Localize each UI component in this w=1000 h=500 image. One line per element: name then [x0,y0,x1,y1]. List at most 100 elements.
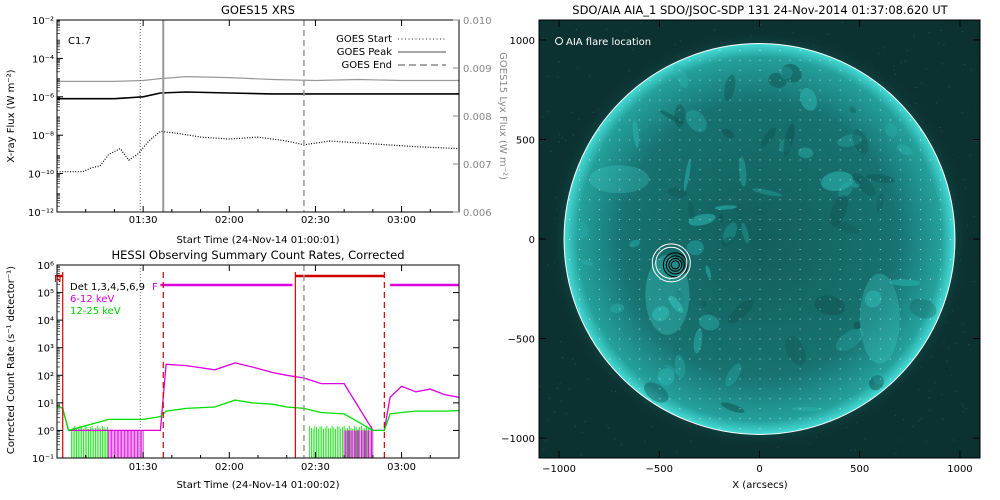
aia-noise-pixel [955,444,957,446]
aia-grid-dot [759,149,761,151]
aia-grid-dot [939,199,941,201]
aia-grid-dot [759,328,761,330]
aia-grid-dot [919,129,921,131]
aia-grid-dot [829,239,831,240]
aia-noise-pixel [946,360,948,362]
aia-grid-dot [809,99,811,101]
aia-grid-dot [739,149,741,151]
aia-grid-dot [579,209,581,211]
aia-grid-dot [719,219,721,221]
aia-noise-pixel [939,44,941,45]
aia-grid-dot [839,79,841,81]
aia-grid-dot [779,209,781,211]
aia-grid-dot [859,109,861,111]
aia-noise-pixel [788,21,789,23]
aia-grid-dot [859,89,861,91]
aia-grid-dot [749,219,751,221]
aia-grid-dot [719,398,721,400]
aia-grid-dot [719,408,721,410]
aia-grid-dot [689,119,691,121]
aia-grid-dot [599,338,601,340]
aia-grid-dot [839,388,841,390]
aia-grid-dot [709,318,711,320]
aia-noise-pixel [598,71,600,73]
aia-grid-dot [609,338,611,340]
aia-grid-dot [699,99,701,101]
aia-noise-pixel [906,406,908,408]
aia-grid-dot [879,258,881,260]
aia-grid-dot [799,189,801,191]
aia-grid-dot [689,318,691,320]
aia-grid-dot [899,358,901,360]
aia-disk-feature [721,128,735,139]
aia-grid-dot [899,258,901,260]
aia-grid-dot [769,298,771,300]
aia-grid-dot [649,398,651,400]
aia-grid-dot [789,318,791,320]
aia-grid-dot [849,99,851,101]
aia-noise-pixel [558,141,560,143]
aia-grid-dot [779,428,781,430]
goes-x-tick-label: 02:00 [215,215,244,226]
aia-noise-pixel [928,397,930,399]
aia-grid-dot [849,278,851,280]
aia-noise-pixel [962,411,964,413]
aia-grid-dot [889,298,891,300]
aia-grid-dot [859,179,861,181]
aia-grid-dot [779,368,781,370]
aia-noise-pixel [942,63,944,65]
aia-grid-dot [879,139,881,141]
aia-grid-dot [689,219,691,221]
aia-grid-dot [799,99,801,101]
aia-grid-dot [839,408,841,410]
aia-grid-dot [669,159,671,161]
aia-grid-dot [729,119,731,121]
aia-noise-pixel [540,141,542,143]
aia-grid-dot [819,258,821,260]
aia-grid-dot [639,288,641,290]
aia-grid-dot [659,278,661,280]
hessi-flare-flag: F [152,282,158,293]
aia-noise-pixel [924,78,926,79]
aia-flare-contour [655,246,688,279]
aia-grid-dot [679,219,681,221]
aia-grid-dot [639,89,641,91]
aia-grid-dot [889,318,891,320]
aia-grid-dot [929,258,931,260]
hessi-y-tick-label: 10² [37,371,54,382]
aia-noise-pixel [921,82,923,84]
aia-grid-dot [809,398,811,400]
aia-grid-dot [579,308,581,310]
aia-grid-dot [749,159,751,161]
aia-grid-dot [789,79,791,81]
aia-noise-pixel [801,24,803,26]
aia-grid-dot [679,348,681,350]
aia-grid-dot [909,219,911,221]
aia-grid-dot [879,318,881,320]
aia-grid-dot [719,79,721,81]
aia-disk-feature [853,321,861,330]
aia-grid-dot [619,109,621,111]
aia-grid-dot [789,338,791,340]
goes-y-axis-label: X-ray Flux (W m⁻²) [6,69,17,162]
aia-grid-dot [719,428,721,430]
aia-disk-feature [723,222,737,243]
aia-grid-dot [639,139,641,141]
aia-grid-dot [819,229,821,230]
aia-grid-dot [879,368,881,370]
aia-flare-contour [670,260,680,270]
aia-grid-dot [699,249,701,250]
aia-grid-dot [669,119,671,121]
goes-y-tick-label: 10⁻⁸ [32,131,54,142]
aia-noise-pixel [548,419,550,421]
aia-grid-dot [619,258,621,260]
aia-grid-dot [769,278,771,280]
aia-grid-dot [929,219,931,221]
aia-noise-pixel [676,451,678,453]
aia-noise-pixel [977,103,979,105]
aia-noise-pixel [584,421,586,422]
aia-grid-dot [719,358,721,360]
aia-grid-dot [649,239,651,240]
aia-grid-dot [719,249,721,250]
aia-grid-dot [659,179,661,181]
